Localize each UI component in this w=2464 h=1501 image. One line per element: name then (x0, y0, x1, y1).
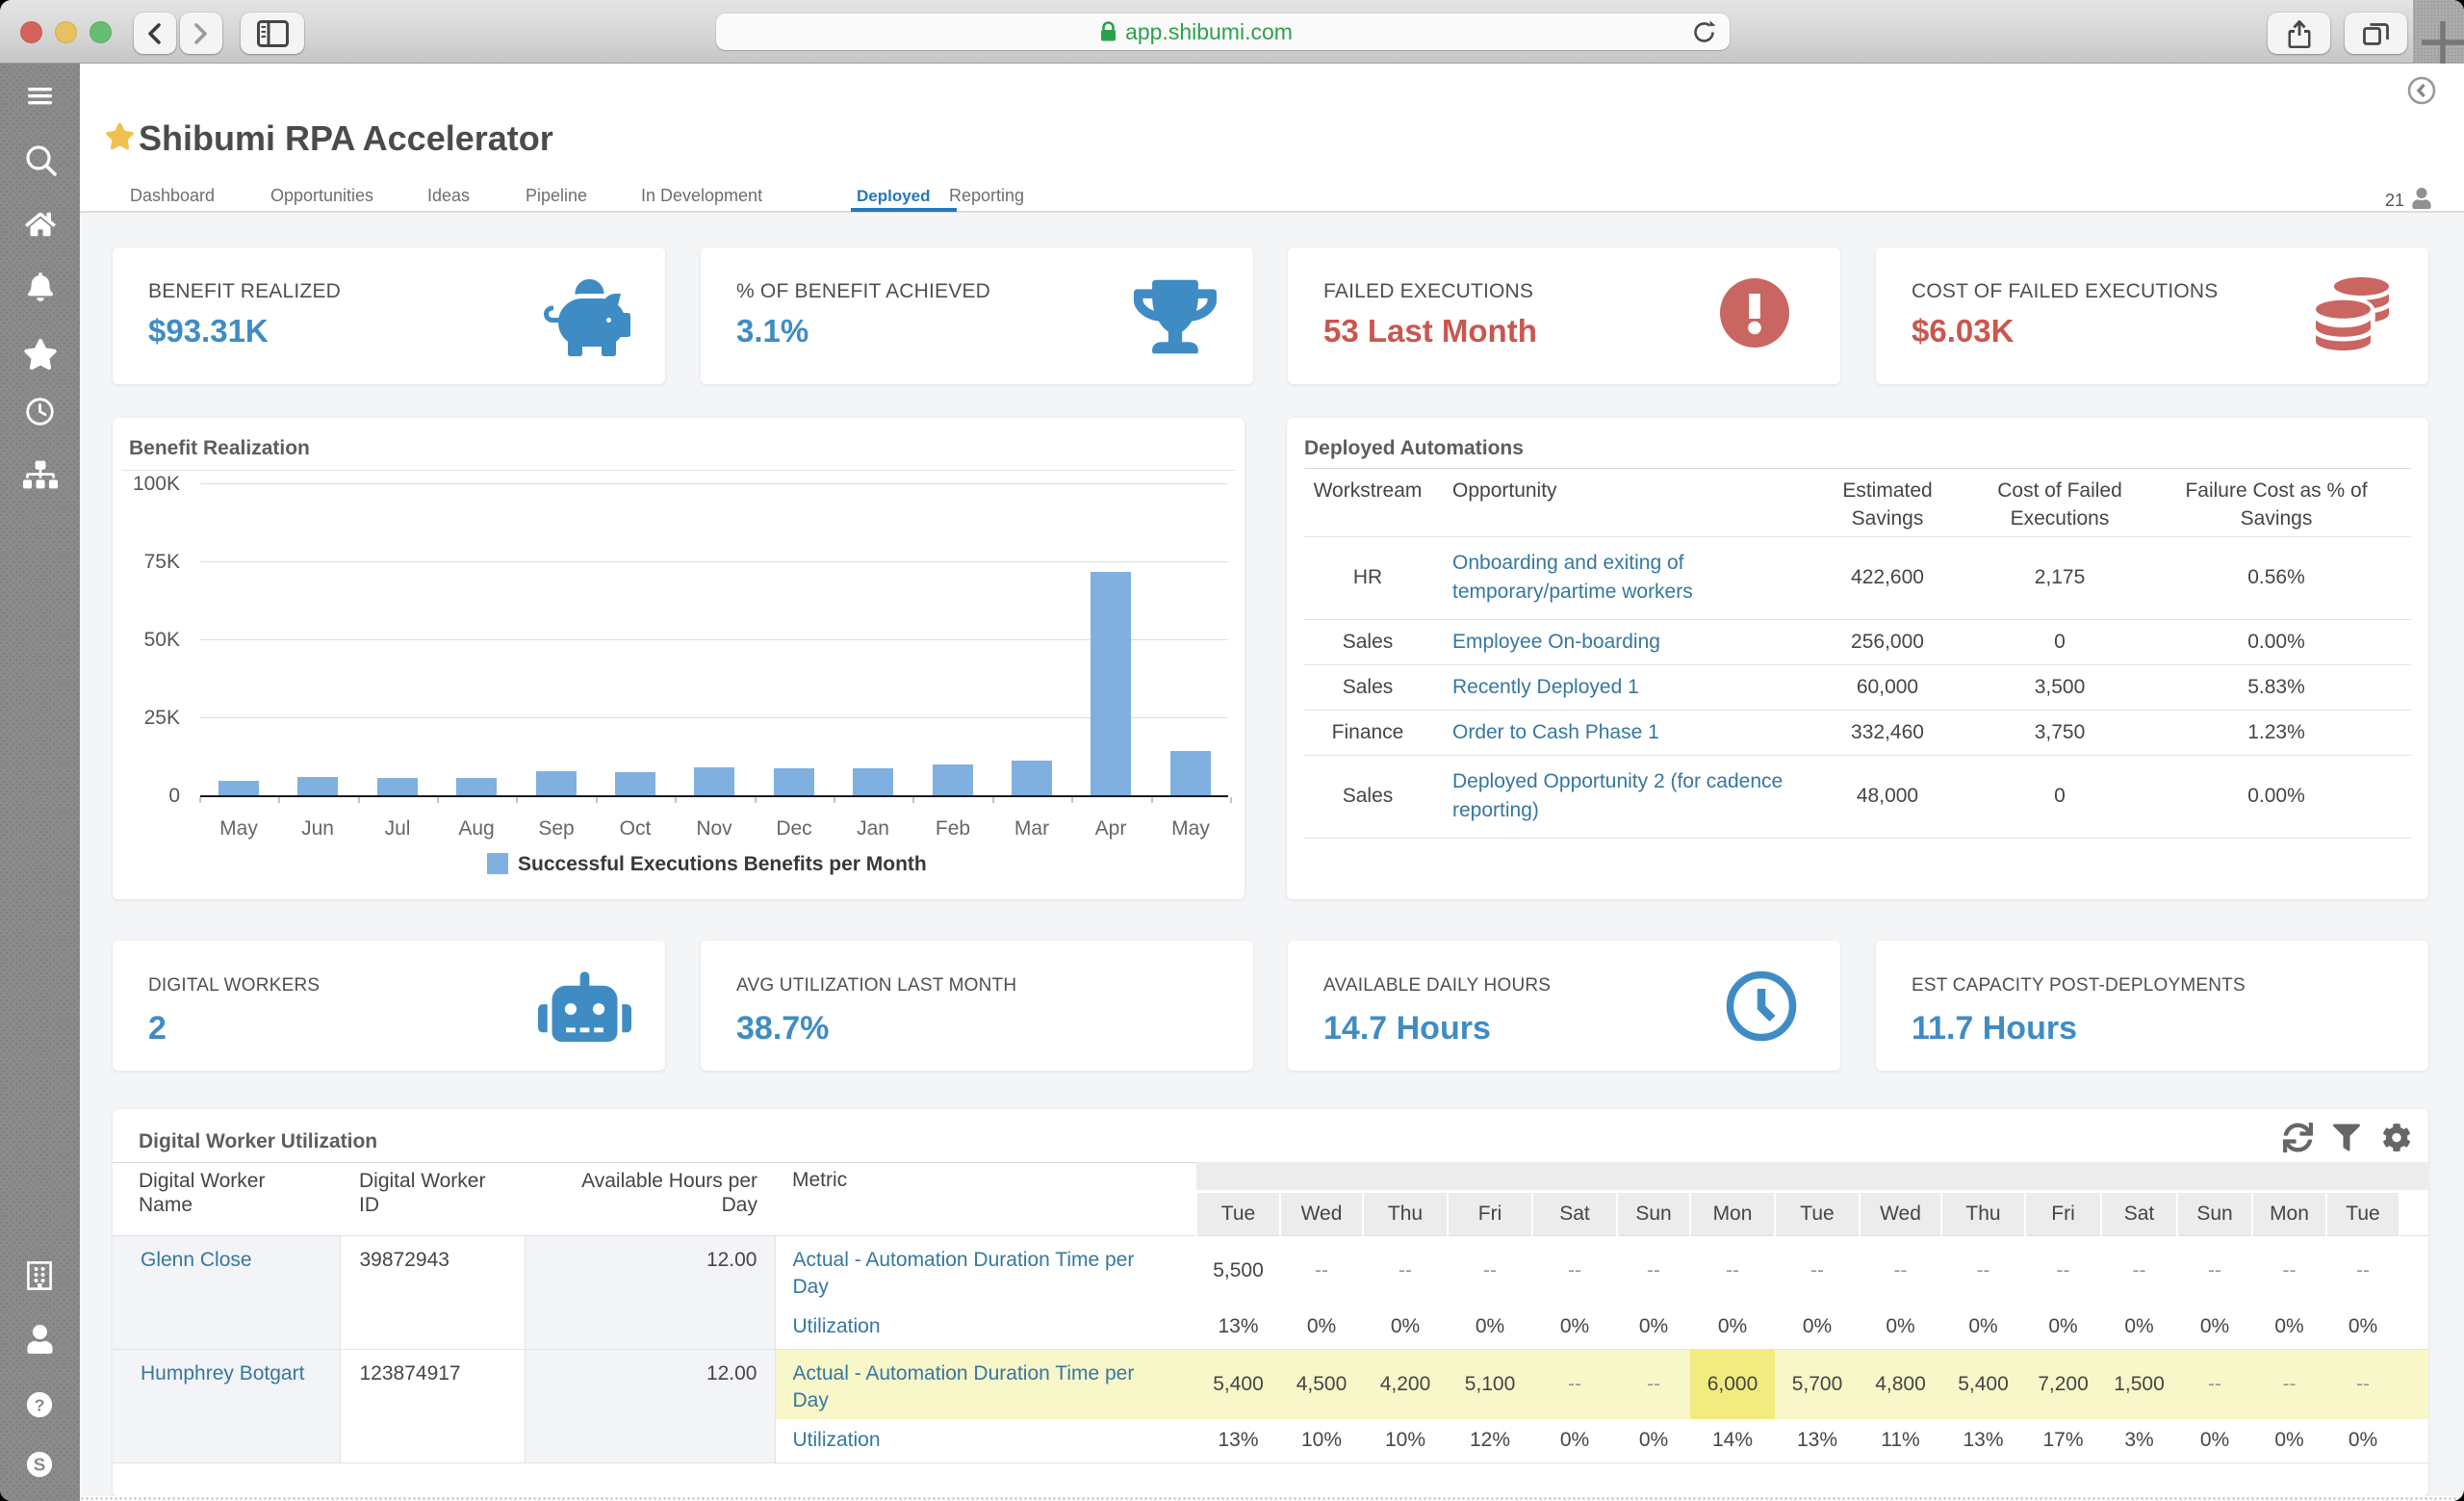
svg-text:S: S (34, 1455, 46, 1475)
svg-text:?: ? (35, 1396, 45, 1415)
